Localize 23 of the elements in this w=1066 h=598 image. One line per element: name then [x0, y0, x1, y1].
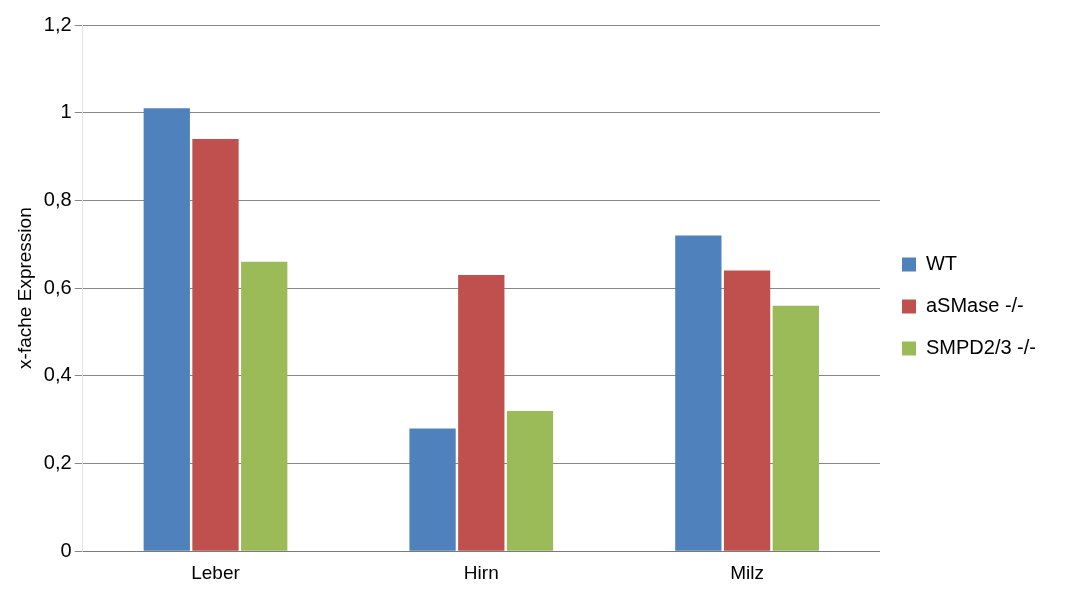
bar — [143, 108, 190, 551]
x-tick-label: Hirn — [463, 561, 499, 583]
bar — [458, 274, 505, 551]
y-tick-label: 0 — [60, 538, 72, 561]
x-tick-label: Leber — [191, 561, 241, 583]
bar — [409, 428, 456, 551]
bar — [723, 270, 771, 551]
y-tick-label: 1 — [60, 100, 72, 123]
legend-label: WT — [925, 252, 958, 275]
y-axis-title: x-fache Expression — [13, 207, 35, 369]
legend-label: SMPD2/3 -/- — [925, 336, 1037, 359]
bar — [241, 261, 288, 551]
y-tick-label: 0,2 — [43, 451, 72, 474]
y-tick-label: 0,8 — [43, 187, 72, 210]
x-tick-label: Milz — [730, 561, 764, 583]
bar — [192, 139, 239, 551]
y-tick-label: 0,6 — [43, 275, 72, 298]
bar — [506, 410, 554, 551]
y-tick-label: 0,4 — [43, 363, 72, 386]
y-tick-label: 1,2 — [43, 12, 72, 35]
bar — [772, 305, 819, 551]
legend-label: aSMase -/- — [925, 294, 1024, 317]
bar — [675, 235, 722, 551]
